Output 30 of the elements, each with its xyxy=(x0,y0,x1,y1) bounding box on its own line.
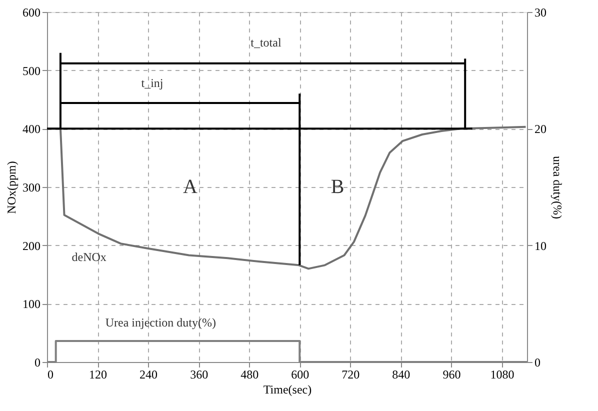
annotation: B xyxy=(330,176,344,198)
annotation: deNOx xyxy=(72,250,106,264)
annotation: t_total xyxy=(250,35,282,50)
y-tick-label: 100 xyxy=(22,297,40,312)
x-tick-label: 600 xyxy=(291,368,310,382)
x-axis-title: Time(sec) xyxy=(263,382,312,396)
x-tick-label: 1080 xyxy=(490,368,514,382)
annotation: t_inj xyxy=(141,76,164,90)
annotation: A xyxy=(182,176,198,198)
x-tick-label: 120 xyxy=(89,368,108,382)
y2-tick-label: 30 xyxy=(534,6,546,20)
y2-axis-title: urea duty(%) xyxy=(550,156,564,219)
y-tick-label: 200 xyxy=(22,238,40,253)
x-tick-label: 240 xyxy=(140,368,158,382)
x-tick-label: 360 xyxy=(190,368,208,382)
x-tick-label: 720 xyxy=(342,368,360,382)
y-tick-label: 500 xyxy=(22,64,40,78)
y-tick-label: 600 xyxy=(22,6,40,20)
x-tick-label: 0 xyxy=(48,368,54,382)
y2-tick-label: 20 xyxy=(534,122,546,136)
x-tick-label: 840 xyxy=(392,368,410,382)
y-tick-label: 0 xyxy=(34,356,40,370)
y-tick-label: 300 xyxy=(22,180,40,194)
x-tick-label: 960 xyxy=(442,368,461,382)
y2-tick-label: 10 xyxy=(534,238,546,253)
y2-tick-label: 0 xyxy=(534,356,540,370)
y-tick-label: 400 xyxy=(22,122,40,136)
annotation: Urea injection duty(%) xyxy=(105,315,216,330)
y-axis-title: NOx(ppm) xyxy=(4,161,18,214)
x-tick-label: 480 xyxy=(240,368,259,382)
